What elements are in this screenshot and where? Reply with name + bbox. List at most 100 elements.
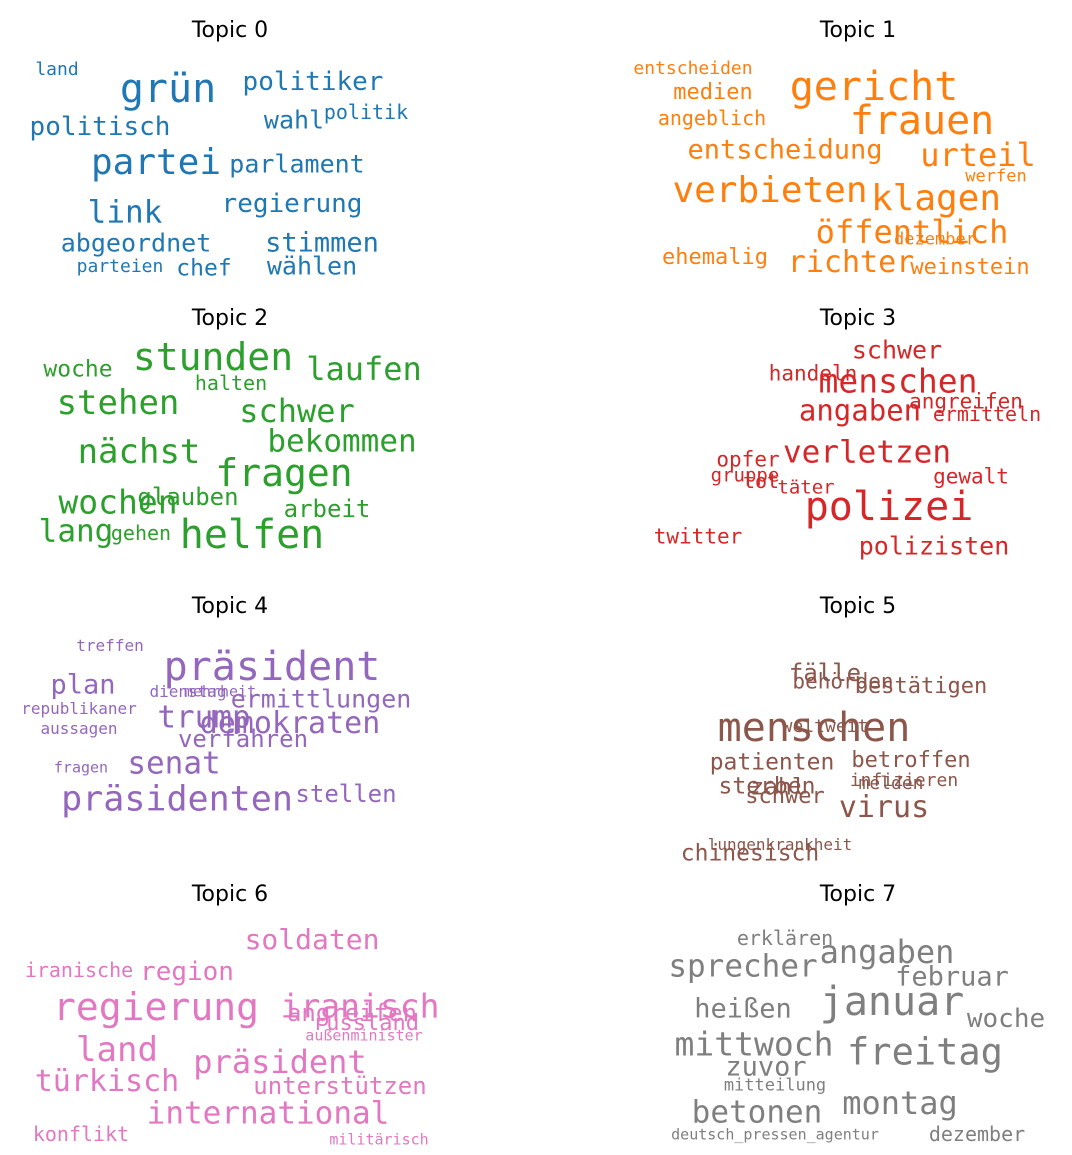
cloud-word: partei: [90, 142, 222, 183]
cloud-word: land: [76, 1030, 158, 1070]
cloud-word: arbeit: [283, 495, 371, 523]
cloud-word: angaben: [798, 393, 922, 428]
cloud-word: dienstag: [149, 682, 227, 701]
cloud-word: menschen: [818, 361, 978, 401]
cloud-word: chinesisch: [680, 840, 820, 867]
cloud-word: lang: [38, 513, 114, 550]
cloud-word: iranische: [24, 958, 134, 982]
topic-panel: Topic 3 polizei menschen verletzen angaben sc…: [652, 306, 1064, 568]
cloud-word: opfer: [716, 447, 780, 472]
cloud-word: twitter: [653, 524, 743, 549]
cloud-word: sterben: [718, 773, 816, 800]
cloud-word: infizieren: [849, 770, 959, 791]
cloud-word: richter: [787, 245, 915, 280]
topic-title: Topic 7: [819, 882, 897, 907]
cloud-word: tot: [742, 469, 780, 493]
cloud-word: ermittlungen: [230, 684, 412, 714]
cloud-word: parlament: [229, 149, 365, 179]
cloud-word: heißen: [694, 993, 792, 1025]
topic-panel: Topic 0 grün partei link politiker regierung p…: [20, 18, 440, 280]
topic-panel: Topic 7 januar freitag mittwoch angaben monta…: [652, 882, 1064, 1144]
cloud-word: mitteilung: [723, 1075, 827, 1096]
cloud-word: ermitteln: [932, 402, 1042, 426]
cloud-word: land: [35, 59, 79, 80]
cloud-word: parteien: [76, 256, 164, 277]
topic-panel: Topic 2 stunden fragen helfen stehen nächst wo…: [20, 306, 440, 568]
cloud-word: stehen: [56, 383, 180, 423]
cloud-word: betonen: [691, 1094, 823, 1131]
cloud-word: unterstützen: [253, 1072, 427, 1100]
cloud-word: halten: [194, 371, 268, 395]
cloud-word: medien: [673, 80, 753, 105]
cloud-word: angeblich: [657, 106, 767, 130]
cloud-word: international: [146, 1095, 390, 1132]
cloud-word: behörden: [792, 669, 894, 694]
cloud-word: demokraten: [199, 706, 381, 741]
topic-panel: Topic 5 menschen virus sterben fälle chinesis…: [652, 594, 1064, 865]
cloud-word: präsident: [163, 644, 381, 690]
cloud-word: entscheidung: [687, 134, 883, 166]
cloud-word: entscheiden: [633, 58, 753, 79]
cloud-word: stimmen: [265, 227, 379, 259]
cloud-word: weinstein: [910, 255, 1030, 280]
cloud-word: lungenkrankheit: [707, 835, 853, 854]
cloud-word: aussagen: [40, 719, 118, 738]
cloud-word: angreifen: [286, 999, 418, 1027]
cloud-word: chef: [176, 255, 232, 282]
cloud-word: nächst: [77, 432, 201, 472]
cloud-word: link: [87, 194, 163, 231]
cloud-word: mehrheit: [183, 682, 257, 701]
topic-title: Topic 1: [819, 18, 897, 43]
cloud-word: regierung: [221, 189, 363, 219]
cloud-word: erklären: [736, 926, 834, 950]
cloud-word: senat: [127, 745, 221, 782]
cloud-word: polizei: [804, 484, 974, 530]
cloud-word: regierung: [53, 985, 259, 1029]
cloud-word: angreifen: [909, 389, 1023, 414]
cloud-word: außenminister: [305, 1026, 423, 1045]
cloud-word: dezember: [894, 229, 976, 250]
cloud-word: fragen: [215, 451, 353, 495]
cloud-word: gericht: [789, 64, 959, 110]
cloud-word: wahl: [263, 105, 325, 135]
cloud-word: türkisch: [34, 1064, 180, 1099]
cloud-word: verletzen: [783, 434, 951, 471]
cloud-word: helfen: [179, 512, 325, 558]
cloud-word: verfahren: [177, 725, 309, 753]
cloud-word: schwer: [745, 784, 825, 809]
cloud-word: wählen: [266, 251, 358, 281]
cloud-word: verbieten: [672, 170, 868, 211]
cloud-word: präsident: [193, 1043, 367, 1081]
cloud-word: melden: [858, 773, 924, 794]
cloud-word: woche: [43, 356, 113, 383]
cloud-word: trump: [157, 699, 251, 736]
cloud-word: russland: [313, 1011, 419, 1036]
cloud-word: politik: [323, 100, 409, 124]
cloud-word: konflikt: [32, 1122, 130, 1146]
cloud-word: plan: [50, 669, 116, 701]
topic-title: Topic 5: [819, 594, 897, 619]
cloud-word: sprecher: [668, 948, 818, 985]
cloud-word: region: [140, 957, 234, 987]
cloud-word: handeln: [768, 361, 858, 386]
cloud-word: militärisch: [329, 1130, 429, 1149]
cloud-word: politiker: [242, 67, 384, 97]
cloud-word: deutsch_pressen_agentur: [671, 1125, 879, 1144]
cloud-word: zahl: [750, 774, 806, 801]
cloud-word: ehemalig: [662, 245, 768, 270]
topic-title: Topic 2: [191, 306, 269, 331]
cloud-word: weltweit: [781, 716, 869, 737]
cloud-word: fälle: [788, 659, 862, 687]
cloud-word: bestätigen: [854, 674, 988, 699]
cloud-word: januar: [819, 979, 965, 1025]
cloud-word: republikaner: [21, 699, 137, 718]
topic-panel: Topic 6 regierung iranisch land präsident int…: [20, 882, 440, 1147]
cloud-word: täter: [777, 476, 835, 499]
cloud-word: bekommen: [267, 423, 417, 460]
cloud-word: urteil: [920, 136, 1036, 174]
cloud-word: wochen: [58, 482, 178, 522]
topic-title: Topic 3: [819, 306, 897, 331]
cloud-word: menschen: [717, 705, 911, 751]
cloud-word: montag: [842, 1084, 958, 1122]
topic-title: Topic 4: [191, 594, 269, 619]
